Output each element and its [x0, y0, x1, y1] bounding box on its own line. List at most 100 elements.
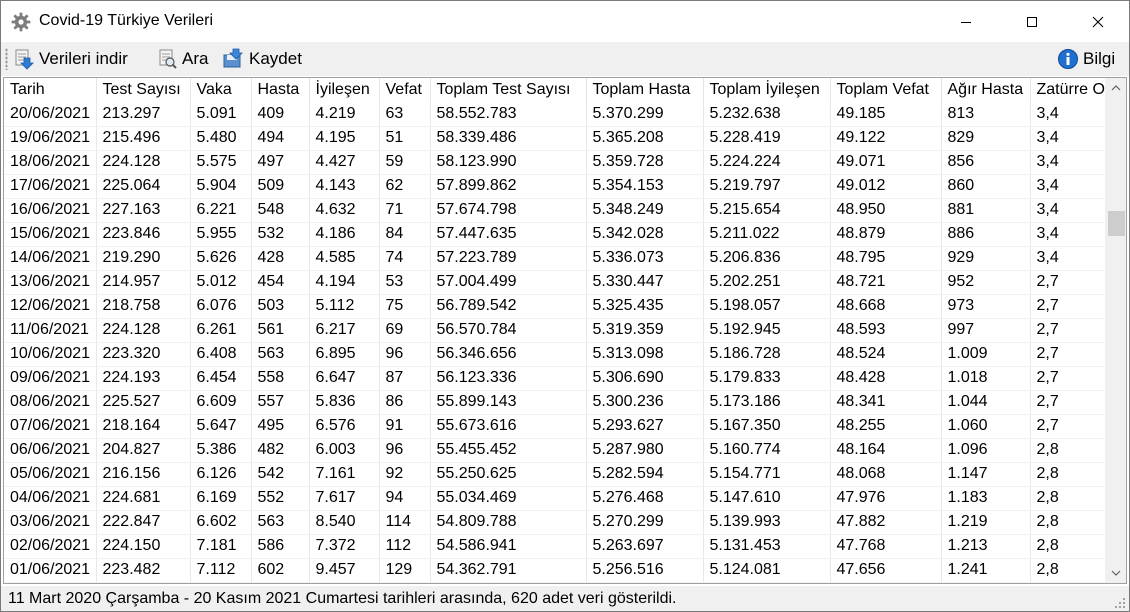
table-row[interactable]: 14/06/2021 219.290 5.626 428 4.585 74 57.223.7…	[4, 246, 1126, 271]
table-row[interactable]: 05/06/2021 216.156 6.126 542 7.161 92 55.250.6…	[4, 462, 1126, 487]
table-row[interactable]: 11/06/2021 224.128 6.261 561 6.217 69 56.570.7…	[4, 318, 1126, 343]
table-cell: 1.241	[941, 558, 1031, 583]
table-cell: 14/06/2021	[4, 246, 97, 271]
table-cell: 6.408	[190, 342, 252, 367]
table-cell: 5.124.081	[703, 558, 831, 583]
table-cell: 06/06/2021	[4, 438, 97, 463]
table-cell: 6.217	[309, 318, 380, 343]
column-header[interactable]: Tarih	[4, 78, 97, 102]
table-cell: 218.758	[96, 294, 191, 319]
save-icon	[223, 48, 243, 68]
table-cell: 227.163	[96, 198, 191, 223]
table-cell: 5.287.980	[586, 438, 704, 463]
table-cell: 5.336.073	[586, 246, 704, 271]
table-cell: 223.846	[96, 222, 191, 247]
table-row[interactable]: 06/06/2021 204.827 5.386 482 6.003 96 55.455.4…	[4, 438, 1126, 463]
column-header[interactable]: Toplam İyileşen	[703, 78, 831, 102]
table-cell: 5.160.774	[703, 438, 831, 463]
table-row[interactable]: 02/06/2021 224.150 7.181 586 7.372 112 54.586.…	[4, 534, 1126, 559]
column-header[interactable]: Toplam Vefat	[830, 78, 942, 102]
table-cell: 886	[941, 222, 1031, 247]
table-cell: 225.527	[96, 390, 191, 415]
table-row[interactable]: 03/06/2021 222.847 6.602 563 8.540 114 54.809.…	[4, 510, 1126, 535]
table-cell: 01/06/2021	[4, 558, 97, 583]
table-cell: 219.290	[96, 246, 191, 271]
table-cell: 494	[251, 126, 310, 151]
column-header[interactable]: Ağır Hasta	[941, 78, 1031, 102]
table-row[interactable]: 12/06/2021 218.758 6.076 503 5.112 75 56.789.5…	[4, 294, 1126, 319]
table-cell: 6.169	[190, 486, 252, 511]
table-row[interactable]: 15/06/2021 223.846 5.955 532 4.186 84 57.447.6…	[4, 222, 1126, 247]
column-header[interactable]: Toplam Hasta	[586, 78, 704, 102]
toolbar: Verileri indir Ara Kaydet	[1, 42, 1129, 76]
column-header[interactable]: Hasta	[251, 78, 310, 102]
table-row[interactable]: 18/06/2021 224.128 5.575 497 4.427 59 58.123.9…	[4, 150, 1126, 175]
gear-icon	[11, 12, 31, 32]
title-bar[interactable]: Covid-19 Türkiye Verileri	[1, 1, 1129, 42]
resize-grip-icon[interactable]	[1114, 597, 1126, 609]
table-cell: 5.359.728	[586, 150, 704, 175]
minimize-button[interactable]	[943, 1, 989, 42]
table-row[interactable]: 10/06/2021 223.320 6.408 563 6.895 96 56.346.6…	[4, 342, 1126, 367]
table-cell: 216.156	[96, 462, 191, 487]
table-row[interactable]: 01/06/2021 223.482 7.112 602 9.457 129 54.362.…	[4, 558, 1126, 583]
table-cell: 48.068	[830, 462, 942, 487]
data-grid[interactable]: Tarih Test Sayısı Vaka Hasta İyileşen Ve…	[3, 77, 1127, 584]
table-row[interactable]: 17/06/2021 225.064 5.904 509 4.143 62 57.899.8…	[4, 174, 1126, 199]
table-cell: 55.673.616	[430, 414, 587, 439]
table-cell: 6.454	[190, 366, 252, 391]
table-cell: 4.194	[309, 270, 380, 295]
table-cell: 5.365.208	[586, 126, 704, 151]
column-header[interactable]: Vaka	[190, 78, 252, 102]
table-cell: 1.183	[941, 486, 1031, 511]
info-button[interactable]: Bilgi	[1057, 47, 1115, 71]
chevron-up-icon	[1111, 85, 1121, 91]
table-cell: 224.128	[96, 318, 191, 343]
table-cell: 1.044	[941, 390, 1031, 415]
table-cell: 87	[379, 366, 431, 391]
vertical-scrollbar[interactable]	[1105, 78, 1126, 583]
table-row[interactable]: 19/06/2021 215.496 5.480 494 4.195 51 58.339.4…	[4, 126, 1126, 151]
table-cell: 5.325.435	[586, 294, 704, 319]
table-cell: 1.018	[941, 366, 1031, 391]
table-row[interactable]: 07/06/2021 218.164 5.647 495 6.576 91 55.673.6…	[4, 414, 1126, 439]
column-header[interactable]: Toplam Test Sayısı	[430, 78, 587, 102]
table-cell: 5.224.224	[703, 150, 831, 175]
search-button[interactable]: Ara	[156, 47, 208, 71]
table-cell: 222.847	[96, 510, 191, 535]
table-row[interactable]: 20/06/2021 213.297 5.091 409 4.219 63 58.552.7…	[4, 102, 1126, 127]
table-cell: 48.164	[830, 438, 942, 463]
column-header[interactable]: İyileşen	[309, 78, 380, 102]
table-cell: 49.071	[830, 150, 942, 175]
column-header[interactable]: Vefat	[379, 78, 431, 102]
table-cell: 881	[941, 198, 1031, 223]
table-cell: 5.192.945	[703, 318, 831, 343]
table-cell: 13/06/2021	[4, 270, 97, 295]
table-cell: 1.060	[941, 414, 1031, 439]
scroll-down-button[interactable]	[1106, 563, 1126, 583]
scroll-thumb[interactable]	[1108, 211, 1125, 236]
maximize-button[interactable]	[1009, 1, 1055, 42]
table-row[interactable]: 16/06/2021 227.163 6.221 548 4.632 71 57.674.7…	[4, 198, 1126, 223]
table-cell: 71	[379, 198, 431, 223]
save-button[interactable]: Kaydet	[223, 47, 302, 71]
table-cell: 5.256.516	[586, 558, 704, 583]
column-header[interactable]: Test Sayısı	[96, 78, 191, 102]
scroll-up-button[interactable]	[1106, 78, 1126, 98]
table-row[interactable]: 04/06/2021 224.681 6.169 552 7.617 94 55.034.4…	[4, 486, 1126, 511]
toolbar-grip[interactable]	[5, 48, 8, 70]
table-cell: 602	[251, 558, 310, 583]
table-cell: 5.348.249	[586, 198, 704, 223]
table-row[interactable]: 09/06/2021 224.193 6.454 558 6.647 87 56.123.3…	[4, 366, 1126, 391]
table-cell: 495	[251, 414, 310, 439]
download-data-button[interactable]: Verileri indir	[13, 47, 128, 71]
table-cell: 5.282.594	[586, 462, 704, 487]
table-row[interactable]: 13/06/2021 214.957 5.012 454 4.194 53 57.004.4…	[4, 270, 1126, 295]
table-cell: 9.457	[309, 558, 380, 583]
close-button[interactable]	[1075, 1, 1121, 42]
table-cell: 6.895	[309, 342, 380, 367]
table-cell: 224.150	[96, 534, 191, 559]
table-cell: 6.076	[190, 294, 252, 319]
table-row[interactable]: 08/06/2021 225.527 6.609 557 5.836 86 55.899.1…	[4, 390, 1126, 415]
